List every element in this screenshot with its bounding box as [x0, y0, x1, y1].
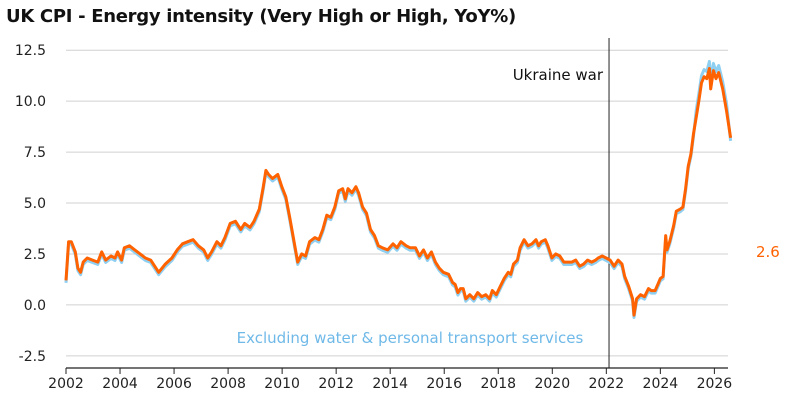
series-line-alt — [64, 59, 733, 319]
y-tick-label: 12.5 — [15, 43, 46, 59]
x-tick-label: 2024 — [643, 376, 679, 392]
y-tick-label: 7.5 — [24, 145, 46, 161]
x-tick-label: 2016 — [426, 376, 462, 392]
y-axis-ticks: 12.5 10.0 7.5 5.0 2.5 0.0 -2.5 — [15, 43, 46, 365]
x-tick-label: 2008 — [210, 376, 246, 392]
x-tick-label: 2014 — [372, 376, 408, 392]
y-tick-label: 2.5 — [24, 247, 46, 263]
y-tick-label: 0.0 — [24, 298, 46, 314]
x-tick-label: 2002 — [48, 376, 84, 392]
x-tick-label: 2012 — [318, 376, 354, 392]
x-tick-label: 2018 — [480, 376, 516, 392]
y-tick-label: -2.5 — [19, 349, 46, 365]
chart-title: UK CPI - Energy intensity (Very High or … — [6, 6, 516, 27]
x-tick-label: 2006 — [156, 376, 192, 392]
x-tick-label: 2022 — [589, 376, 625, 392]
y-tick-label: 5.0 — [24, 196, 46, 212]
x-tick-label: 2026 — [697, 376, 733, 392]
last-value-label: 2.6 — [756, 243, 780, 261]
gridlines — [66, 49, 728, 357]
x-tick-label: 2010 — [264, 376, 300, 392]
x-tick-label: 2020 — [534, 376, 570, 392]
ukraine-war-annotation: Ukraine war — [513, 66, 604, 84]
y-tick-label: 10.0 — [15, 94, 46, 110]
x-tick-label: 2004 — [102, 376, 138, 392]
series-line-main — [64, 67, 733, 317]
excluding-annotation: Excluding water & personal transport ser… — [237, 329, 584, 347]
x-axis-ticks: 2002 2004 2006 2008 2010 2012 2014 2016 2018 2020… — [48, 368, 732, 392]
